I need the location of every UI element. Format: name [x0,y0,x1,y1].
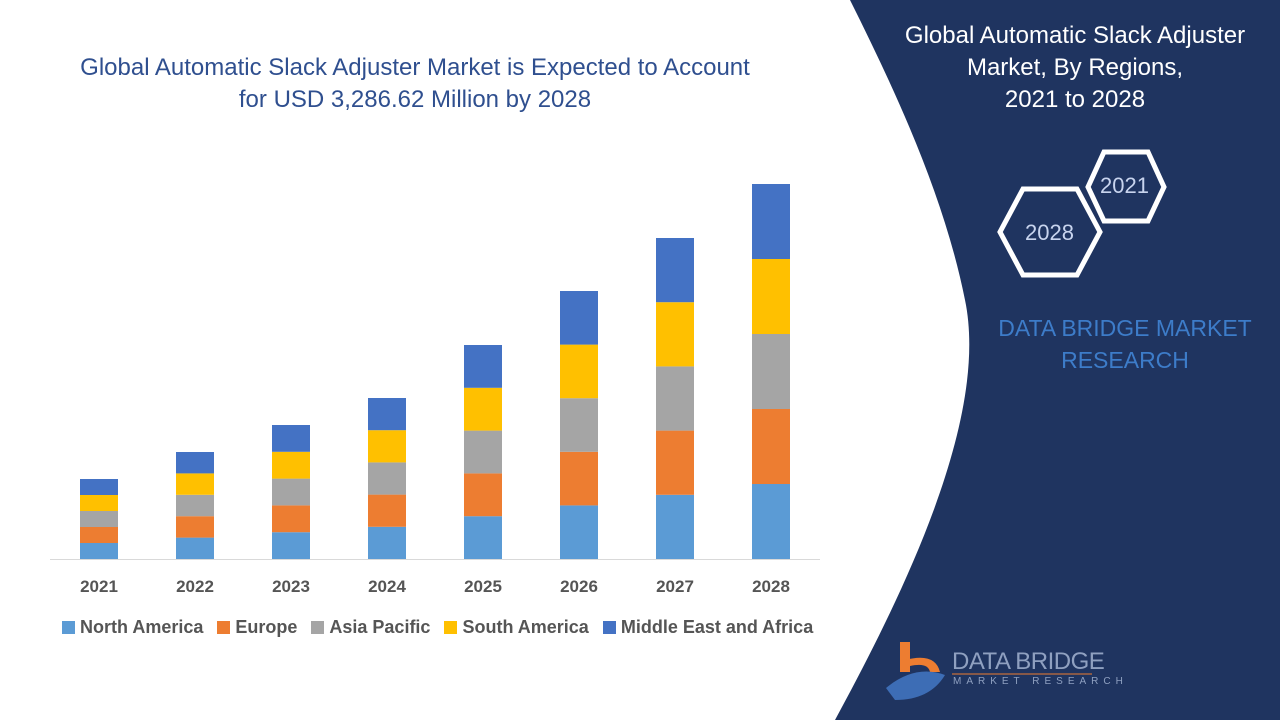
side-title-line-1: Global Automatic Slack Adjuster [904,22,1246,49]
bar-segment-2028-asia-pacific [752,334,790,409]
legend-label: Europe [235,617,298,637]
legend-label: Middle East and Africa [620,617,814,637]
bar-segment-2023-middle-east-and-africa [272,425,310,452]
x-tick-label: 2021 [80,577,118,596]
legend-swatch [62,621,75,634]
legend-label: North America [80,617,204,637]
bar-segment-2026-europe [560,451,598,506]
x-tick-label: 2024 [368,577,406,596]
hexagon-2028-icon [997,186,1103,278]
legend-item-south-america: South America [444,617,589,638]
x-tick-label: 2027 [656,577,694,596]
bar-segment-2023-south-america [272,451,310,479]
bar-segment-2025-europe [464,473,502,517]
legend: North America Europe Asia Pacific South … [62,617,813,638]
bar-segment-2025-asia-pacific [464,430,502,474]
chart-title-line-1: Global Automatic Slack Adjuster Market i… [80,54,750,81]
hexagon-2021-icon [1085,149,1167,224]
side-panel-title: Global Automatic Slack Adjuster Market, … [880,20,1270,116]
legend-label: Asia Pacific [329,617,431,637]
bar-segment-2027-asia-pacific [656,366,694,431]
bar-segment-2026-north-america [560,505,598,559]
brand-line-1: DATA BRIDGE MARKET [998,315,1252,341]
bar-segment-2024-middle-east-and-africa [368,398,406,431]
logo-tagline: MARKET RESEARCH [953,676,1128,687]
bar-segment-2023-north-america [272,532,310,559]
bar-segment-2027-south-america [656,302,694,367]
side-title-line-2: Market, By Regions, [966,54,1184,81]
bar-segment-2021-south-america [80,495,118,511]
bar-segment-2024-north-america [368,526,406,559]
chart-title: Global Automatic Slack Adjuster Market i… [40,52,790,116]
legend-label: South America [462,617,589,637]
bar-segment-2026-middle-east-and-africa [560,291,598,345]
bar-segment-2027-middle-east-and-africa [656,238,694,303]
legend-item-north-america: North America [62,617,203,638]
bar-segment-2024-asia-pacific [368,462,406,495]
bar-segment-2028-middle-east-and-africa [752,184,790,259]
bar-segment-2027-north-america [656,494,694,559]
chart-title-line-2: for USD 3,286.62 Million by 2028 [238,86,592,113]
legend-swatch [311,621,325,634]
bar-segment-2026-asia-pacific [560,398,598,452]
plot-area [80,184,790,559]
brand-line-2: RESEARCH [1061,347,1189,373]
legend-item-middle-east-africa: Middle East and Africa [602,617,814,638]
bar-segment-2025-middle-east-and-africa [464,345,502,388]
legend-swatch [217,621,231,634]
legend-swatch [602,621,616,634]
x-tick-label: 2023 [272,577,310,596]
x-tick-label: 2028 [752,577,790,596]
bar-segment-2021-middle-east-and-africa [80,479,118,495]
bar-segment-2021-north-america [80,543,118,559]
logo-icon [886,642,1092,700]
x-tick-label: 2026 [560,577,598,596]
brand-text: DATA BRIDGE MARKET RESEARCH [985,312,1265,376]
legend-item-europe: Europe [217,617,297,638]
hex-label-2028: 2028 [1025,220,1074,245]
bar-segment-2028-south-america [752,259,790,334]
x-tick-label: 2022 [176,577,214,596]
bar-segment-2024-south-america [368,430,406,463]
logo-name: DATA BRIDGE [952,648,1105,675]
legend-item-asia-pacific: Asia Pacific [311,617,430,638]
bar-segment-2023-europe [272,505,310,533]
bar-segment-2025-south-america [464,387,502,431]
bar-segment-2022-south-america [176,473,214,495]
x-tick-label: 2025 [464,577,502,596]
bar-segment-2021-europe [80,527,118,543]
bar-segment-2028-north-america [752,484,790,559]
side-panel [835,0,1280,720]
bar-segment-2027-europe [656,430,694,495]
hex-label-2021: 2021 [1100,173,1149,198]
legend-swatch [444,621,458,634]
bar-segment-2023-asia-pacific [272,478,310,506]
bar-segment-2022-middle-east-and-africa [176,452,214,474]
bar-segment-2022-europe [176,516,214,538]
bar-segment-2022-asia-pacific [176,494,214,517]
bar-segment-2026-south-america [560,344,598,399]
bar-segment-2028-europe [752,409,790,484]
side-title-line-3: 2021 to 2028 [1004,86,1146,113]
bar-segment-2024-europe [368,494,406,527]
bar-segment-2021-asia-pacific [80,511,118,527]
bar-segment-2022-north-america [176,537,214,559]
bar-segment-2025-north-america [464,516,502,559]
